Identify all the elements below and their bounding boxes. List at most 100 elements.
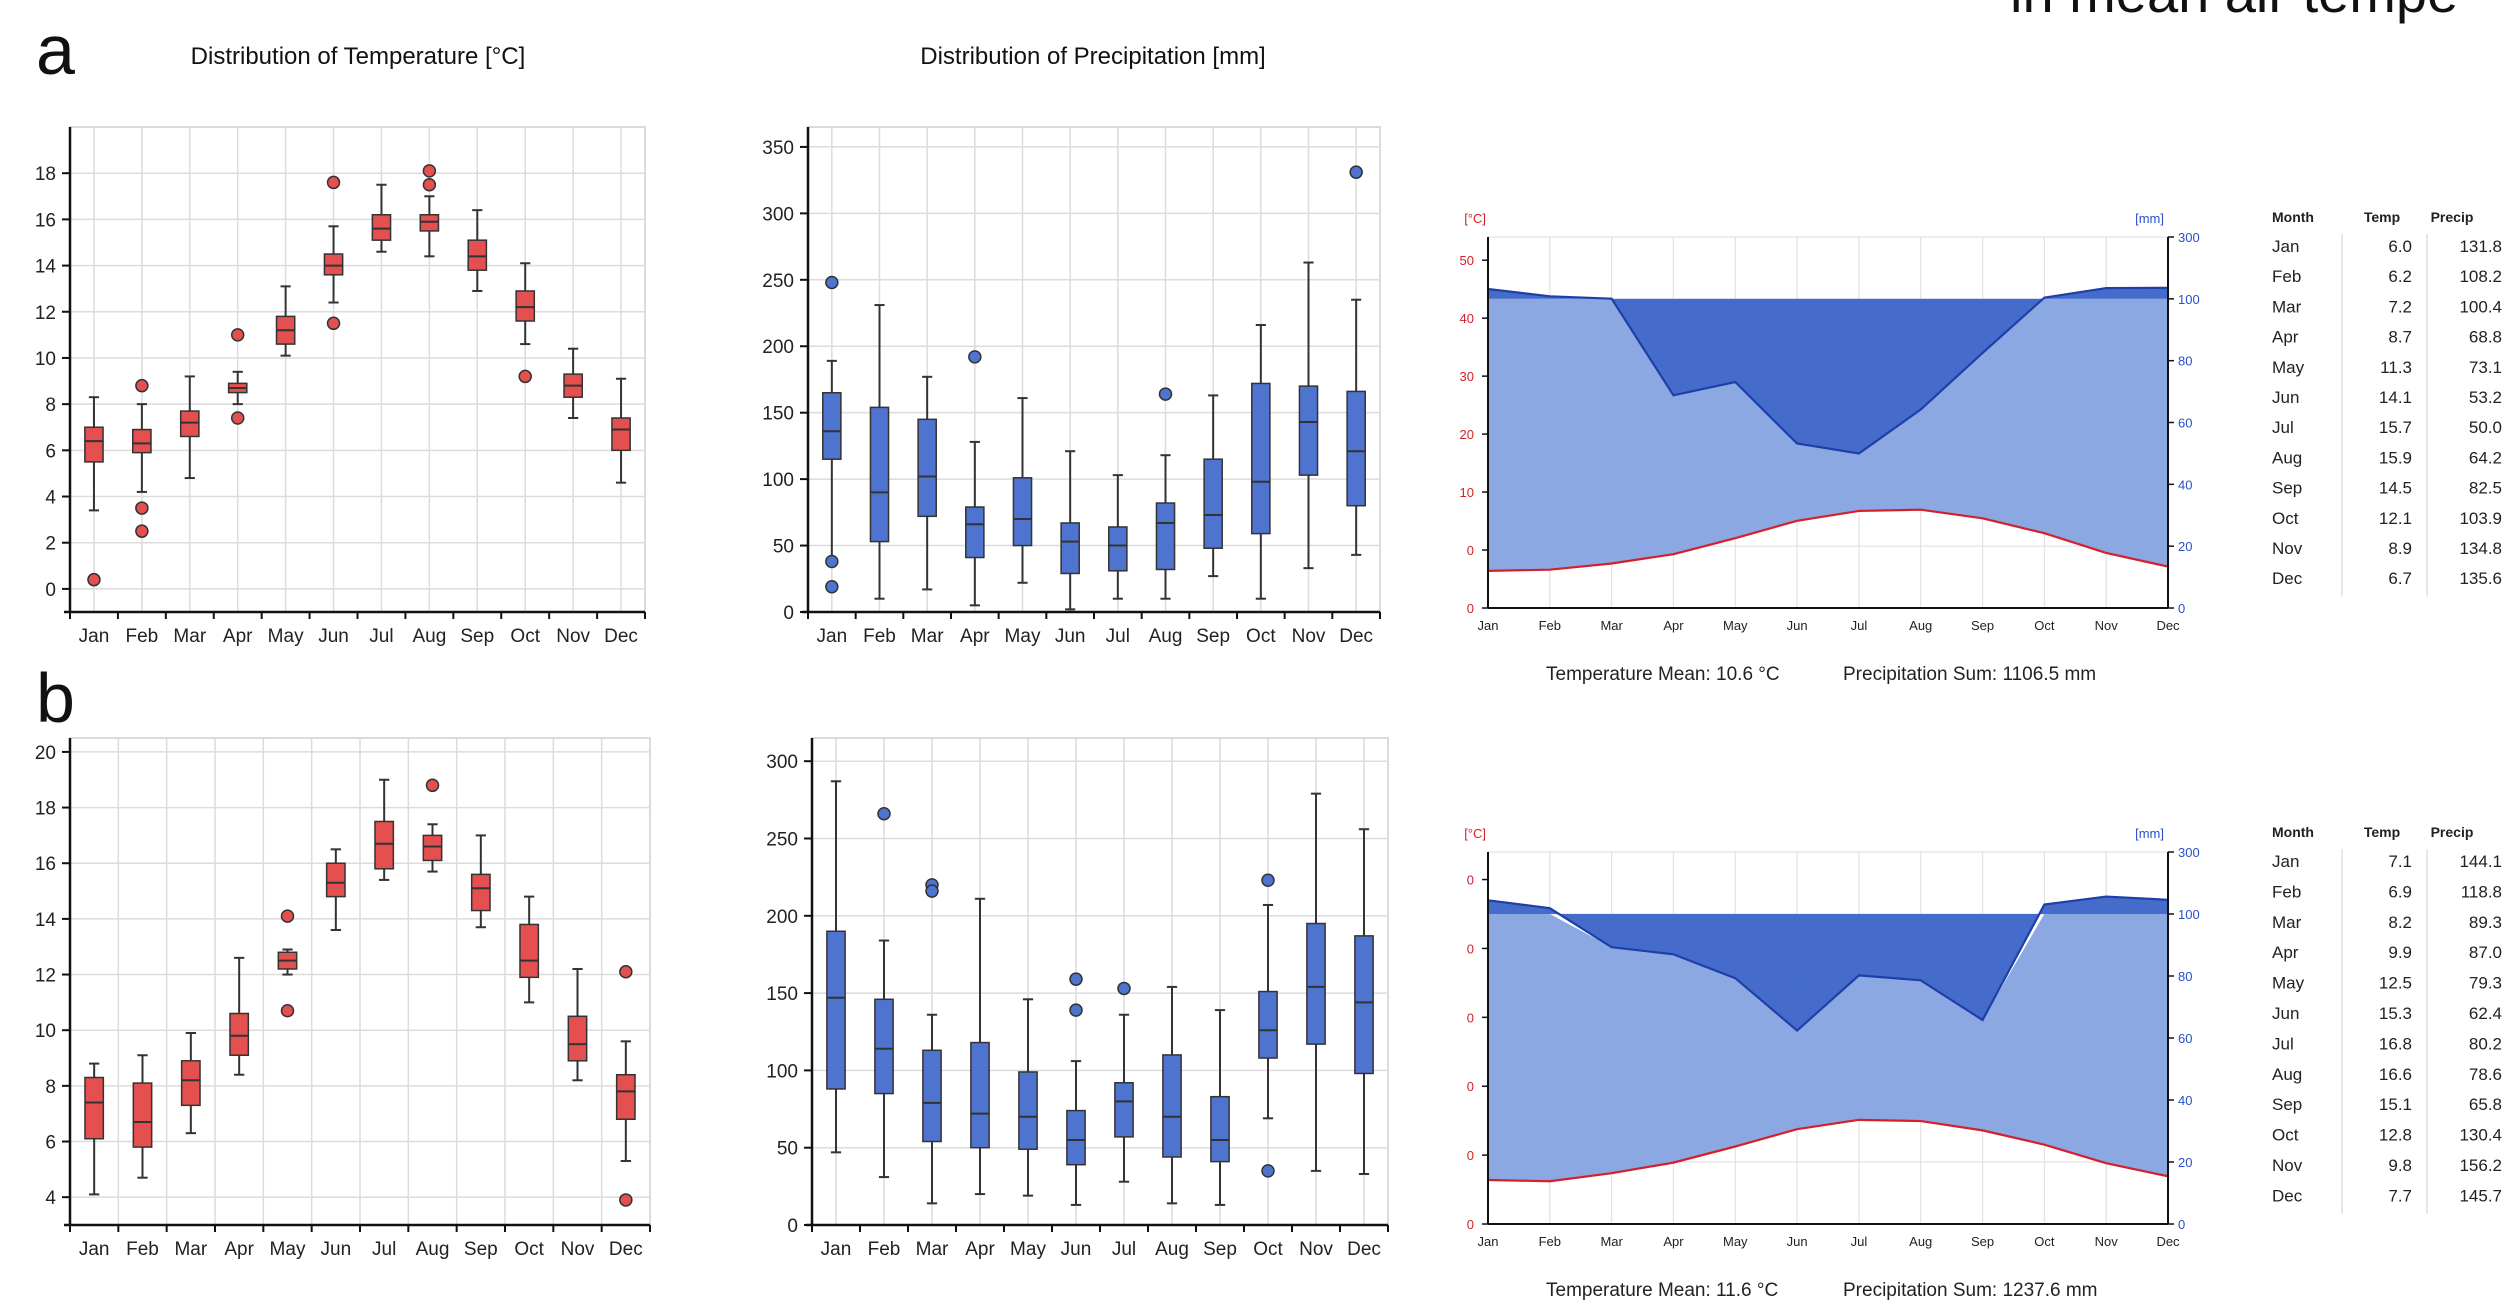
climate-b-x-tick-label: Jan <box>1478 1234 1499 1249</box>
climate-b-precipitation-sum: Precipitation Sum: 1237.6 mm <box>1843 1280 2098 1301</box>
data-table-a-cell-precip: 135.6 <box>2459 569 2502 588</box>
data-table-a-cell-precip: 131.8 <box>2459 237 2502 256</box>
precip-b-box <box>826 930 846 1090</box>
data-table-b-cell-precip: 145.7 <box>2459 1186 2502 1205</box>
climate-b-x-tick-label: Dec <box>2156 1234 2180 1249</box>
precip-b-box <box>1114 1082 1134 1138</box>
data-table-b-cell-temp: 12.8 <box>2379 1126 2412 1145</box>
temp-a-box <box>179 410 200 438</box>
temp-a-x-tick-label: Jun <box>318 626 349 647</box>
climate-b-left-tick-label: 0 <box>1467 1079 1474 1094</box>
precip-a-box <box>822 392 842 460</box>
precip-a-y-tick-label: 300 <box>762 204 794 225</box>
climate-a-right-tick-label: 300 <box>2178 230 2200 245</box>
precip-a-y-tick-label: 0 <box>783 603 794 624</box>
precip-a-x-tick-label: Jun <box>1055 626 1086 647</box>
climate-b-right-tick-label: 60 <box>2178 1031 2192 1046</box>
temp-b-x-tick-label: Oct <box>514 1239 544 1260</box>
climate-b-right-tick-label: 20 <box>2178 1155 2192 1170</box>
climate-b-left-tick-label: 0 <box>1467 1148 1474 1163</box>
temp-b-outlier <box>619 965 633 979</box>
data-table-a-cell-month: Dec <box>2272 569 2303 588</box>
climate-a-right-tick-label: 80 <box>2178 354 2192 369</box>
data-table-b-cell-month: Jul <box>2272 1034 2294 1053</box>
precip-b-outlier <box>1069 972 1083 986</box>
climate-a-left-tick-label: 20 <box>1460 427 1474 442</box>
precip-a-box <box>869 406 890 543</box>
temp-a-outlier <box>422 164 437 178</box>
data-table-a-cell-precip: 73.1 <box>2469 358 2502 377</box>
data-table-b-cell-month: Sep <box>2272 1095 2302 1114</box>
data-table-a-cell-precip: 50.0 <box>2469 418 2502 437</box>
temp-a-y-tick-label: 8 <box>45 395 56 416</box>
precip-b-x-tick-label: Aug <box>1155 1239 1189 1260</box>
data-table-b-cell-temp: 12.5 <box>2379 974 2412 993</box>
precip-b-x-tick-label: Nov <box>1299 1239 1333 1260</box>
climate-a-x-tick-label: Nov <box>2095 618 2119 633</box>
temp-a-y-tick-label: 6 <box>45 441 56 462</box>
precip-b-y-tick-label: 50 <box>777 1139 798 1160</box>
precipitation-distribution-title: Distribution of Precipitation [mm] <box>920 43 1265 70</box>
temp-b-x-tick-label: Mar <box>174 1239 207 1260</box>
climate-b-x-tick-label: Mar <box>1600 1234 1623 1249</box>
precip-b-x-tick-label: Jul <box>1112 1239 1136 1260</box>
precip-a-x-tick-label: Apr <box>960 626 990 647</box>
temp-a-box <box>611 417 631 452</box>
climate-a-precip-line <box>1487 286 2169 455</box>
temp-a-y-tick-label: 0 <box>45 580 56 601</box>
data-table-b-cell-temp: 15.3 <box>2379 1004 2412 1023</box>
temp-b-y-tick-label: 14 <box>35 910 57 931</box>
precip-b-box <box>1066 1109 1086 1166</box>
temp-b-plot: 4 6 8 10 12 14 16 18 20 Jan Feb Mar Apr May Jun Jul Aug S… <box>35 737 651 1260</box>
temp-a-outlier <box>518 369 532 384</box>
climate-a-left-tick-label: 10 <box>1460 485 1474 500</box>
climate-b-precip-excess-area <box>1488 896 2168 1031</box>
data-table-b-cell-precip: 118.8 <box>2461 882 2502 901</box>
precip-a-box <box>1203 458 1223 549</box>
temp-b-x-tick-label: Apr <box>224 1239 254 1260</box>
climate-a-right-tick-label: 60 <box>2178 416 2192 431</box>
precip-b-x-tick-label: Jun <box>1061 1239 1092 1260</box>
climate-a-left-unit: [°C] <box>1464 211 1486 226</box>
data-table-b-cell-temp: 6.9 <box>2388 882 2412 901</box>
precip-b-box <box>874 998 894 1095</box>
data-table-a-header-temp: Temp <box>2364 209 2400 225</box>
climate-a-x-tick-label: Jul <box>1851 618 1868 633</box>
temp-a-x-tick-label: Dec <box>604 626 638 647</box>
climate-a-precipitation-sum: Precipitation Sum: 1106.5 mm <box>1843 664 2096 685</box>
temp-b-box <box>84 1076 105 1140</box>
precip-b-x-tick-label: May <box>1010 1239 1046 1260</box>
climate-a-x-tick-label: May <box>1723 618 1748 633</box>
temp-b-box <box>374 820 395 870</box>
temp-b-x-tick-label: Jan <box>79 1239 110 1260</box>
precip-a-x-tick-label: May <box>1005 626 1041 647</box>
climate-b-x-tick-label: Sep <box>1971 1234 1994 1249</box>
temp-a-frame <box>69 126 646 613</box>
precip-a-y-tick-label: 100 <box>762 470 794 491</box>
precip-a-outlier <box>825 554 839 569</box>
data-table-b: Month Temp Precip Jan 7.1 144.1 Feb 6.9 118.8 Mar… <box>2272 824 2502 1214</box>
data-table-a-cell-temp: 15.7 <box>2379 418 2412 437</box>
temp-b-x-tick-label: Nov <box>561 1239 595 1260</box>
temp-a-outlier <box>87 572 101 587</box>
data-table-a-cell-precip: 108.2 <box>2459 267 2502 286</box>
climate-b-right-tick-label: 300 <box>2178 845 2200 860</box>
precip-b-x-tick-label: Sep <box>1203 1239 1237 1260</box>
temp-a-outlier <box>326 175 341 190</box>
precip-b-box <box>970 1041 990 1149</box>
data-table-a-cell-temp: 14.1 <box>2379 388 2412 407</box>
precip-b-box <box>1354 935 1374 1075</box>
temp-a-y-tick-label: 4 <box>45 488 56 509</box>
data-table-a-cell-temp: 8.7 <box>2388 328 2412 347</box>
precip-b-x-tick-label: Dec <box>1347 1239 1381 1260</box>
climate-b-right-tick-label: 100 <box>2178 907 2200 922</box>
precip-a-x-tick-label: Aug <box>1149 626 1183 647</box>
data-table-a-cell-precip: 64.2 <box>2469 448 2502 467</box>
data-table-a-cell-temp: 12.1 <box>2379 509 2412 528</box>
precip-b-x-tick-label: Feb <box>868 1239 901 1260</box>
temp-b-outlier <box>280 909 295 923</box>
data-table-a-cell-temp: 11.3 <box>2380 358 2412 377</box>
data-table-b-cell-month: Feb <box>2272 882 2301 901</box>
climate-a-x-tick-label: Jan <box>1478 618 1499 633</box>
precip-a-outlier <box>1158 387 1173 401</box>
